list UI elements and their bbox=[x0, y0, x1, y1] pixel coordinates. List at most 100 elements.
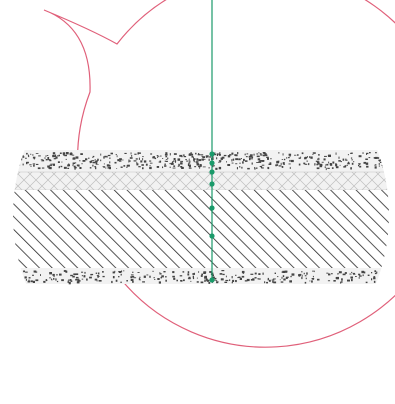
speckle-dot bbox=[212, 165, 215, 167]
speckle-dot bbox=[244, 154, 246, 156]
speckle-dot bbox=[119, 158, 122, 161]
measure-point bbox=[209, 151, 215, 157]
speckle-dot bbox=[72, 275, 75, 278]
speckle-dot bbox=[169, 163, 172, 165]
speckle-dot bbox=[191, 156, 194, 158]
speckle-dot bbox=[382, 273, 384, 276]
speckle-dot bbox=[189, 164, 191, 167]
speckle-dot bbox=[324, 166, 326, 168]
speckle-dot bbox=[150, 153, 153, 155]
speckle-dot bbox=[381, 279, 385, 281]
speckle-dot bbox=[143, 160, 147, 163]
speckle-dot bbox=[341, 281, 343, 283]
speckle-dot bbox=[366, 165, 369, 168]
speckle-dot bbox=[137, 272, 140, 273]
speckle-dot bbox=[95, 162, 98, 165]
speckle-dot bbox=[258, 273, 261, 275]
speckle-dot bbox=[102, 166, 106, 168]
speckle-dot bbox=[344, 272, 347, 274]
speckle-dot bbox=[11, 275, 12, 277]
speckle-dot bbox=[89, 167, 92, 169]
speckle-dot bbox=[102, 275, 105, 278]
speckle-dot bbox=[227, 155, 231, 158]
speckle-dot bbox=[17, 164, 21, 166]
speckle-dot bbox=[318, 157, 320, 161]
speckle-dot bbox=[289, 166, 291, 169]
callout-bubble-outline bbox=[43, 0, 395, 348]
speckle-dot bbox=[347, 162, 350, 165]
speckle-dot bbox=[260, 165, 263, 168]
speckle-dot bbox=[327, 167, 330, 169]
speckle-dot bbox=[10, 155, 12, 157]
speckle-dot bbox=[5, 156, 6, 157]
speckle-dot bbox=[124, 152, 127, 154]
speckle-dot bbox=[10, 158, 12, 159]
speckle-dot bbox=[340, 161, 342, 163]
speckle-dot bbox=[57, 161, 60, 163]
speckle-dot bbox=[180, 160, 183, 162]
speckle-dot bbox=[74, 166, 77, 169]
speckle-dot bbox=[55, 156, 58, 159]
speckle-dot bbox=[371, 278, 373, 281]
speckle-dot bbox=[115, 279, 118, 282]
speckle-dot bbox=[347, 154, 349, 156]
speckle-dot bbox=[349, 273, 352, 275]
speckle-dot bbox=[335, 164, 338, 167]
speckle-dot bbox=[241, 270, 245, 274]
speckle-dot bbox=[73, 165, 76, 168]
speckle-dot bbox=[196, 163, 200, 166]
speckle-dot bbox=[374, 164, 377, 166]
speckle-dot bbox=[55, 154, 57, 157]
speckle-dot bbox=[180, 166, 183, 168]
speckle-dot bbox=[335, 152, 337, 155]
speckle-dot bbox=[346, 164, 348, 166]
speckle-dot bbox=[358, 277, 360, 279]
speckle-dot bbox=[305, 277, 307, 280]
speckle-dot bbox=[264, 281, 266, 284]
speckle-dot bbox=[242, 161, 244, 164]
speckle-dot bbox=[158, 161, 161, 163]
speckle-dot bbox=[14, 272, 17, 275]
speckle-dot bbox=[351, 278, 353, 282]
speckle-dot bbox=[227, 164, 231, 166]
speckle-dot bbox=[209, 156, 211, 158]
speckle-dot bbox=[66, 152, 69, 155]
speckle-dot bbox=[119, 160, 122, 162]
speckle-dot bbox=[130, 274, 134, 276]
speckle-dot bbox=[304, 281, 307, 284]
speckle-dot bbox=[18, 158, 22, 161]
speckle-dot bbox=[198, 271, 200, 273]
speckle-dot bbox=[118, 276, 120, 278]
speckle-dot bbox=[132, 271, 134, 273]
speckle-dot bbox=[192, 275, 194, 278]
speckle-dot bbox=[86, 278, 88, 281]
speckle-dot bbox=[25, 271, 28, 273]
speckle-dot bbox=[97, 164, 99, 165]
speckle-dot bbox=[342, 158, 345, 161]
speckle-dot bbox=[10, 274, 13, 276]
speckle-dot bbox=[241, 158, 242, 160]
speckle-dot bbox=[7, 155, 9, 156]
speckle-dot bbox=[17, 280, 21, 283]
speckle-dot bbox=[188, 162, 191, 164]
speckle-dot bbox=[382, 166, 384, 168]
speckle-dot bbox=[374, 157, 377, 159]
speckle-dot bbox=[287, 276, 289, 278]
speckle-dot bbox=[141, 164, 144, 166]
speckle-dot bbox=[97, 272, 100, 275]
speckle-dot bbox=[120, 281, 122, 283]
speckle-dot bbox=[261, 164, 265, 166]
speckle-dot bbox=[267, 278, 269, 281]
speckle-dot bbox=[3, 164, 6, 165]
speckle-dot bbox=[185, 159, 187, 161]
speckle-dot bbox=[164, 154, 167, 156]
speckle-dot bbox=[341, 278, 343, 281]
speckle-dot bbox=[258, 152, 260, 154]
speckle-dot bbox=[76, 281, 80, 284]
speckle-dot bbox=[301, 152, 304, 155]
speckle-dot bbox=[202, 166, 206, 168]
speckle-dot bbox=[342, 273, 346, 276]
diagonal-hatch-core-layer bbox=[13, 190, 389, 268]
speckle-dot bbox=[298, 274, 301, 277]
